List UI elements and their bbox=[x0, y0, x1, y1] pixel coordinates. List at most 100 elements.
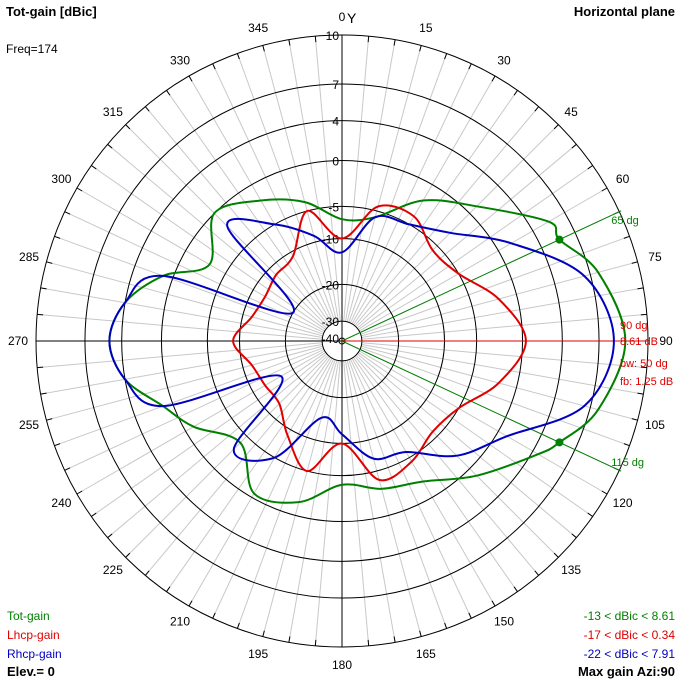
beamwidth-label: 65 dg bbox=[611, 215, 639, 227]
grid-spoke bbox=[54, 235, 324, 335]
outer-tick bbox=[236, 622, 240, 629]
outer-tick bbox=[587, 512, 593, 517]
angle-label: 345 bbox=[248, 21, 268, 35]
outer-tick bbox=[91, 165, 97, 170]
radial-tick-label: -30 bbox=[322, 315, 340, 329]
grid-spoke bbox=[288, 39, 340, 322]
outer-tick bbox=[468, 63, 472, 70]
outer-tick bbox=[166, 90, 171, 96]
angle-label: 120 bbox=[613, 496, 633, 510]
outer-tick bbox=[144, 570, 150, 576]
outer-tick bbox=[601, 490, 608, 495]
grid-spoke bbox=[46, 261, 323, 337]
grid-spoke bbox=[188, 357, 333, 607]
grid-spoke bbox=[349, 358, 472, 619]
outer-tick bbox=[107, 533, 113, 539]
outer-tick bbox=[288, 39, 291, 46]
angle-label: 315 bbox=[103, 105, 123, 119]
grid-spoke bbox=[346, 360, 422, 637]
outer-tick bbox=[640, 313, 647, 316]
grid-spoke bbox=[212, 63, 335, 324]
grid-spoke bbox=[354, 106, 540, 327]
grid-spoke bbox=[348, 359, 448, 629]
outer-tick bbox=[212, 63, 216, 70]
outer-tick bbox=[91, 512, 97, 517]
angle-label: 135 bbox=[561, 563, 581, 577]
outer-tick bbox=[534, 570, 540, 576]
grid-spoke bbox=[358, 187, 608, 332]
outer-tick bbox=[46, 418, 53, 421]
grid-spoke bbox=[262, 360, 338, 637]
outer-tick bbox=[444, 622, 448, 629]
radial-tick-label: 4 bbox=[332, 115, 339, 129]
outer-tick bbox=[637, 287, 644, 290]
outer-tick bbox=[54, 443, 61, 447]
grid-spoke bbox=[352, 357, 518, 592]
legend-tot-gain: Tot-gain bbox=[7, 609, 50, 623]
grid-spoke bbox=[37, 313, 323, 340]
outer-tick bbox=[571, 533, 577, 539]
angle-label: 75 bbox=[648, 250, 662, 264]
outer-tick bbox=[623, 235, 630, 239]
angle-label: 15 bbox=[419, 21, 433, 35]
outer-tick bbox=[534, 106, 540, 112]
grid-spoke bbox=[262, 45, 338, 322]
outer-tick bbox=[367, 639, 370, 646]
max-gain-annotation: fb: 1.25 dB bbox=[620, 376, 673, 388]
outer-tick bbox=[553, 124, 559, 130]
outer-tick bbox=[40, 287, 47, 290]
grid-spoke bbox=[37, 342, 323, 369]
grid-spoke bbox=[358, 350, 608, 495]
beamwidth-marker bbox=[555, 235, 564, 244]
grid-spoke bbox=[348, 53, 448, 323]
elevation-label: Elev.= 0 bbox=[7, 664, 55, 679]
grid-spoke bbox=[107, 143, 328, 329]
radial-tick-label: -40 bbox=[322, 332, 340, 346]
outer-tick bbox=[587, 165, 593, 170]
outer-tick bbox=[314, 639, 317, 646]
series-lhcp-gain-curve bbox=[232, 204, 527, 482]
angle-label: 60 bbox=[616, 172, 630, 186]
outer-tick bbox=[40, 392, 47, 395]
angle-label: 90 bbox=[659, 334, 673, 348]
outer-tick bbox=[64, 467, 71, 471]
grid-spoke bbox=[355, 124, 559, 328]
series-rhcp-gain-curve bbox=[108, 214, 615, 462]
beamwidth-line bbox=[341, 210, 622, 342]
outer-tick bbox=[314, 36, 317, 43]
angle-label: 330 bbox=[170, 53, 190, 67]
grid-spoke bbox=[361, 287, 644, 339]
outer-tick bbox=[637, 392, 644, 395]
legend-lhcp-range: -17 < dBic < 0.34 bbox=[583, 628, 675, 642]
grid-spoke bbox=[356, 353, 577, 539]
outer-tick bbox=[601, 187, 608, 192]
plane-label: Horizontal plane bbox=[573, 4, 675, 19]
grid-spoke bbox=[40, 343, 323, 395]
legend-lhcp-gain: Lhcp-gain bbox=[7, 628, 60, 642]
angle-label: 30 bbox=[497, 53, 511, 67]
outer-tick bbox=[76, 490, 83, 495]
outer-tick bbox=[212, 612, 216, 619]
radial-tick-label: 10 bbox=[326, 29, 340, 43]
outer-tick bbox=[491, 75, 496, 82]
grid-spoke bbox=[346, 45, 422, 322]
outer-tick bbox=[444, 53, 448, 60]
angle-label: 45 bbox=[564, 105, 578, 119]
outer-tick bbox=[491, 600, 496, 607]
grid-spoke bbox=[166, 90, 332, 325]
outer-tick bbox=[37, 366, 44, 369]
grid-spoke bbox=[91, 351, 326, 517]
radial-tick-label: -20 bbox=[322, 278, 340, 292]
max-gain-annotation: bw: 50 dg bbox=[620, 358, 668, 370]
outer-tick bbox=[54, 235, 61, 239]
radial-tick-label: 7 bbox=[332, 78, 339, 92]
grid-spoke bbox=[358, 351, 593, 517]
grid-spoke bbox=[360, 347, 630, 447]
outer-tick bbox=[623, 443, 630, 447]
angle-label: 180 bbox=[332, 658, 352, 672]
outer-tick bbox=[513, 586, 518, 592]
grid-spoke bbox=[288, 360, 340, 643]
outer-tick bbox=[188, 600, 193, 607]
